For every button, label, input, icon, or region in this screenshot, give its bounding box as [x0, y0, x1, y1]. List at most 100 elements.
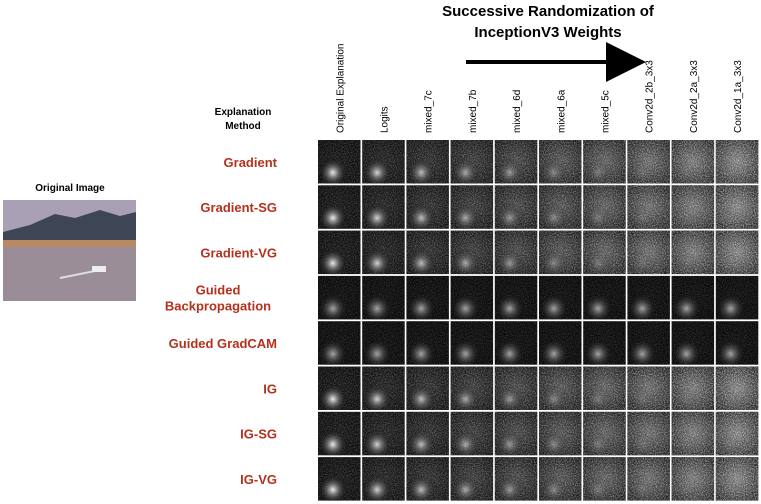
row-label: Gradient-SG: [200, 200, 277, 215]
glow: [318, 321, 361, 365]
row-label: Gradient: [224, 155, 278, 170]
glow: [715, 230, 759, 275]
saliency-map: [539, 411, 582, 456]
glow: [494, 457, 538, 501]
original-image: [3, 200, 136, 301]
saliency-map: [539, 185, 582, 229]
glow: [318, 411, 361, 456]
saliency-map: [539, 140, 582, 184]
saliency-map: [539, 275, 582, 320]
saliency-map: [450, 275, 494, 320]
glow: [671, 140, 715, 184]
column-label: mixed_6a: [556, 89, 567, 133]
saliency-map: [627, 275, 670, 320]
glow: [450, 366, 494, 410]
saliency-map: [715, 321, 759, 365]
glow: [539, 140, 582, 184]
glow: [318, 230, 361, 275]
saliency-map: [406, 321, 449, 365]
glow: [450, 185, 494, 229]
glow: [362, 140, 405, 184]
glow: [450, 457, 494, 501]
glow: [539, 185, 582, 229]
glow: [583, 185, 626, 229]
saliency-map: [627, 140, 670, 184]
saliency-map: [362, 230, 405, 275]
glow: [671, 411, 715, 456]
glow: [627, 185, 670, 229]
glow: [450, 411, 494, 456]
saliency-map: [627, 230, 670, 275]
saliency-map: [362, 411, 405, 456]
glow: [362, 411, 405, 456]
saliency-map: [671, 185, 715, 229]
saliency-map: [539, 230, 582, 275]
saliency-map: [539, 321, 582, 365]
glow: [362, 230, 405, 275]
saliency-map: [494, 230, 538, 275]
glow: [671, 275, 715, 320]
saliency-map: [450, 366, 494, 410]
title-line: InceptionV3 Weights: [474, 24, 621, 41]
glow: [318, 185, 361, 229]
glow: [583, 366, 626, 410]
saliency-map: [494, 275, 538, 320]
saliency-map: [362, 275, 405, 320]
saliency-map: [583, 140, 626, 184]
saliency-map: [362, 321, 405, 365]
saliency-map: [715, 366, 759, 410]
saliency-map: [318, 275, 361, 320]
glow: [627, 411, 670, 456]
row-label: Backpropagation: [165, 299, 271, 314]
title-line: Successive Randomization of: [442, 3, 655, 20]
glow: [539, 411, 582, 456]
glow: [671, 185, 715, 229]
glow: [671, 457, 715, 501]
glow: [362, 275, 405, 320]
saliency-map: [715, 140, 759, 184]
glow: [627, 275, 670, 320]
saliency-map: [450, 321, 494, 365]
glow: [715, 275, 759, 320]
saliency-map: [494, 411, 538, 456]
glow: [539, 321, 582, 365]
glow: [494, 321, 538, 365]
glow: [362, 457, 405, 501]
glow: [671, 230, 715, 275]
saliency-map: [450, 185, 494, 229]
column-label: Logits: [379, 106, 390, 133]
saliency-map: [362, 366, 405, 410]
glow: [539, 366, 582, 410]
glow: [362, 185, 405, 229]
glow: [715, 321, 759, 365]
glow: [406, 275, 449, 320]
glow: [406, 321, 449, 365]
column-label: Conv2d_1a_3x3: [733, 60, 744, 133]
saliency-map: [318, 230, 361, 275]
original-image-label: Original Image: [35, 183, 105, 194]
row-label: Guided: [196, 283, 241, 298]
glow: [406, 140, 449, 184]
row-header: Explanation: [215, 107, 272, 118]
glow: [494, 411, 538, 456]
saliency-map: [627, 321, 670, 365]
saliency-map: [318, 411, 361, 456]
glow: [583, 457, 626, 501]
saliency-map: [362, 185, 405, 229]
glow: [318, 366, 361, 410]
glow: [627, 230, 670, 275]
glow: [318, 275, 361, 320]
saliency-map: [362, 457, 405, 501]
glow: [715, 185, 759, 229]
saliency-map: [318, 457, 361, 501]
saliency-map: [583, 275, 626, 320]
glow: [671, 366, 715, 410]
row-label: Guided GradCAM: [169, 336, 277, 351]
saliency-map: [671, 275, 715, 320]
saliency-map: [494, 321, 538, 365]
saliency-map: [539, 457, 582, 501]
saliency-map: [494, 140, 538, 184]
glow: [715, 366, 759, 410]
saliency-map: [671, 230, 715, 275]
